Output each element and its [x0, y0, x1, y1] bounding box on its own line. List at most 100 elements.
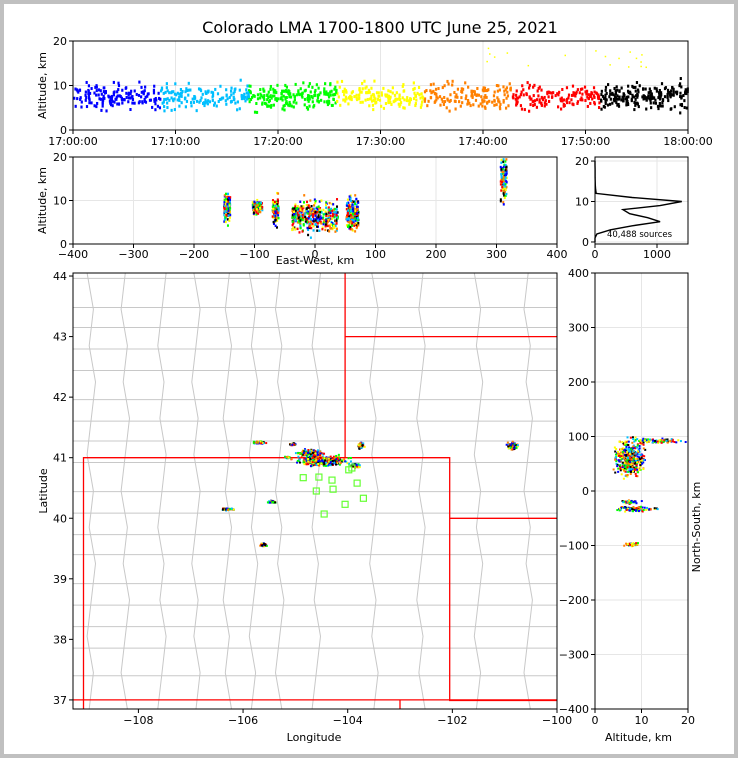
source-point: [311, 208, 314, 211]
source-point: [143, 99, 146, 103]
source-point: [562, 102, 565, 106]
source-point: [614, 92, 618, 96]
source-point: [637, 456, 640, 459]
source-point: [160, 87, 164, 91]
source-point: [515, 100, 518, 104]
source-point: [330, 227, 333, 230]
x-tick-label: 17:40:00: [458, 135, 507, 148]
source-point: [532, 104, 535, 108]
source-point: [617, 467, 620, 470]
source-point: [246, 84, 249, 88]
source-point: [512, 93, 515, 97]
source-point: [634, 89, 637, 93]
source-point: [609, 92, 612, 96]
source-point: [358, 96, 361, 100]
source-point: [346, 202, 349, 205]
source-point: [130, 89, 133, 93]
source-point: [619, 448, 622, 451]
source-point: [192, 100, 196, 104]
source-point: [659, 91, 663, 95]
source-point: [460, 90, 463, 94]
source-point: [604, 96, 607, 100]
source-point: [342, 459, 345, 462]
source-point: [307, 84, 310, 88]
source-point: [318, 460, 321, 463]
source-point: [657, 441, 660, 444]
source-point: [508, 445, 511, 448]
source-point: [298, 221, 301, 224]
source-point: [537, 94, 540, 98]
source-point: [276, 211, 279, 215]
source-point: [319, 208, 322, 212]
source-point: [528, 109, 531, 113]
source-point: [144, 100, 148, 104]
source-point: [329, 214, 332, 218]
y-tick-label: 41: [53, 452, 67, 465]
source-point: [671, 85, 674, 89]
source-point: [303, 103, 306, 107]
source-point: [622, 442, 625, 445]
source-point: [488, 99, 491, 103]
source-point: [629, 543, 632, 546]
source-point: [321, 227, 324, 231]
source-point: [322, 464, 325, 467]
source-point: [576, 88, 579, 92]
source-point: [202, 102, 205, 106]
source-point: [650, 106, 653, 110]
source-point: [159, 89, 163, 93]
source-point: [391, 86, 394, 90]
source-point: [632, 85, 635, 89]
source-point: [448, 100, 451, 104]
source-point: [396, 97, 399, 101]
source-point: [653, 441, 656, 444]
source-point: [619, 469, 622, 472]
source-point: [367, 88, 370, 92]
source-point: [402, 89, 405, 93]
source-point: [348, 215, 351, 218]
source-point: [314, 210, 317, 214]
source-point: [665, 439, 668, 442]
source-point: [624, 440, 627, 443]
source-point: [307, 456, 310, 459]
source-point: [285, 90, 288, 94]
source-point: [274, 218, 277, 222]
source-point: [597, 93, 600, 97]
source-point: [359, 100, 362, 104]
source-point: [461, 87, 465, 91]
source-point: [273, 214, 276, 217]
source-point: [213, 101, 216, 105]
source-point: [319, 452, 322, 455]
source-point: [334, 463, 337, 466]
source-point: [535, 98, 539, 102]
source-point: [357, 444, 360, 447]
source-point: [486, 60, 488, 63]
source-point: [502, 98, 505, 102]
source-point: [581, 92, 584, 96]
source-point: [654, 441, 657, 444]
y-tick-label: 20: [53, 151, 67, 164]
source-point: [313, 452, 316, 455]
source-point: [460, 96, 463, 100]
source-point: [345, 208, 348, 211]
source-point: [375, 100, 378, 104]
source-point: [309, 90, 312, 94]
source-point: [277, 209, 280, 212]
source-point: [354, 219, 357, 222]
source-point: [100, 92, 103, 96]
source-point: [378, 98, 382, 102]
source-point: [502, 165, 505, 169]
source-point: [636, 542, 639, 545]
source-point: [543, 95, 546, 99]
y-tick-label: 10: [53, 80, 67, 93]
source-point: [634, 447, 637, 450]
source-point: [352, 219, 355, 222]
source-point: [348, 217, 351, 220]
source-point: [125, 95, 128, 99]
source-point: [472, 89, 475, 93]
source-point: [334, 85, 337, 89]
source-point: [331, 463, 334, 466]
source-point: [327, 214, 330, 217]
source-point: [152, 88, 156, 92]
source-point: [292, 100, 295, 104]
source-point: [102, 97, 105, 101]
